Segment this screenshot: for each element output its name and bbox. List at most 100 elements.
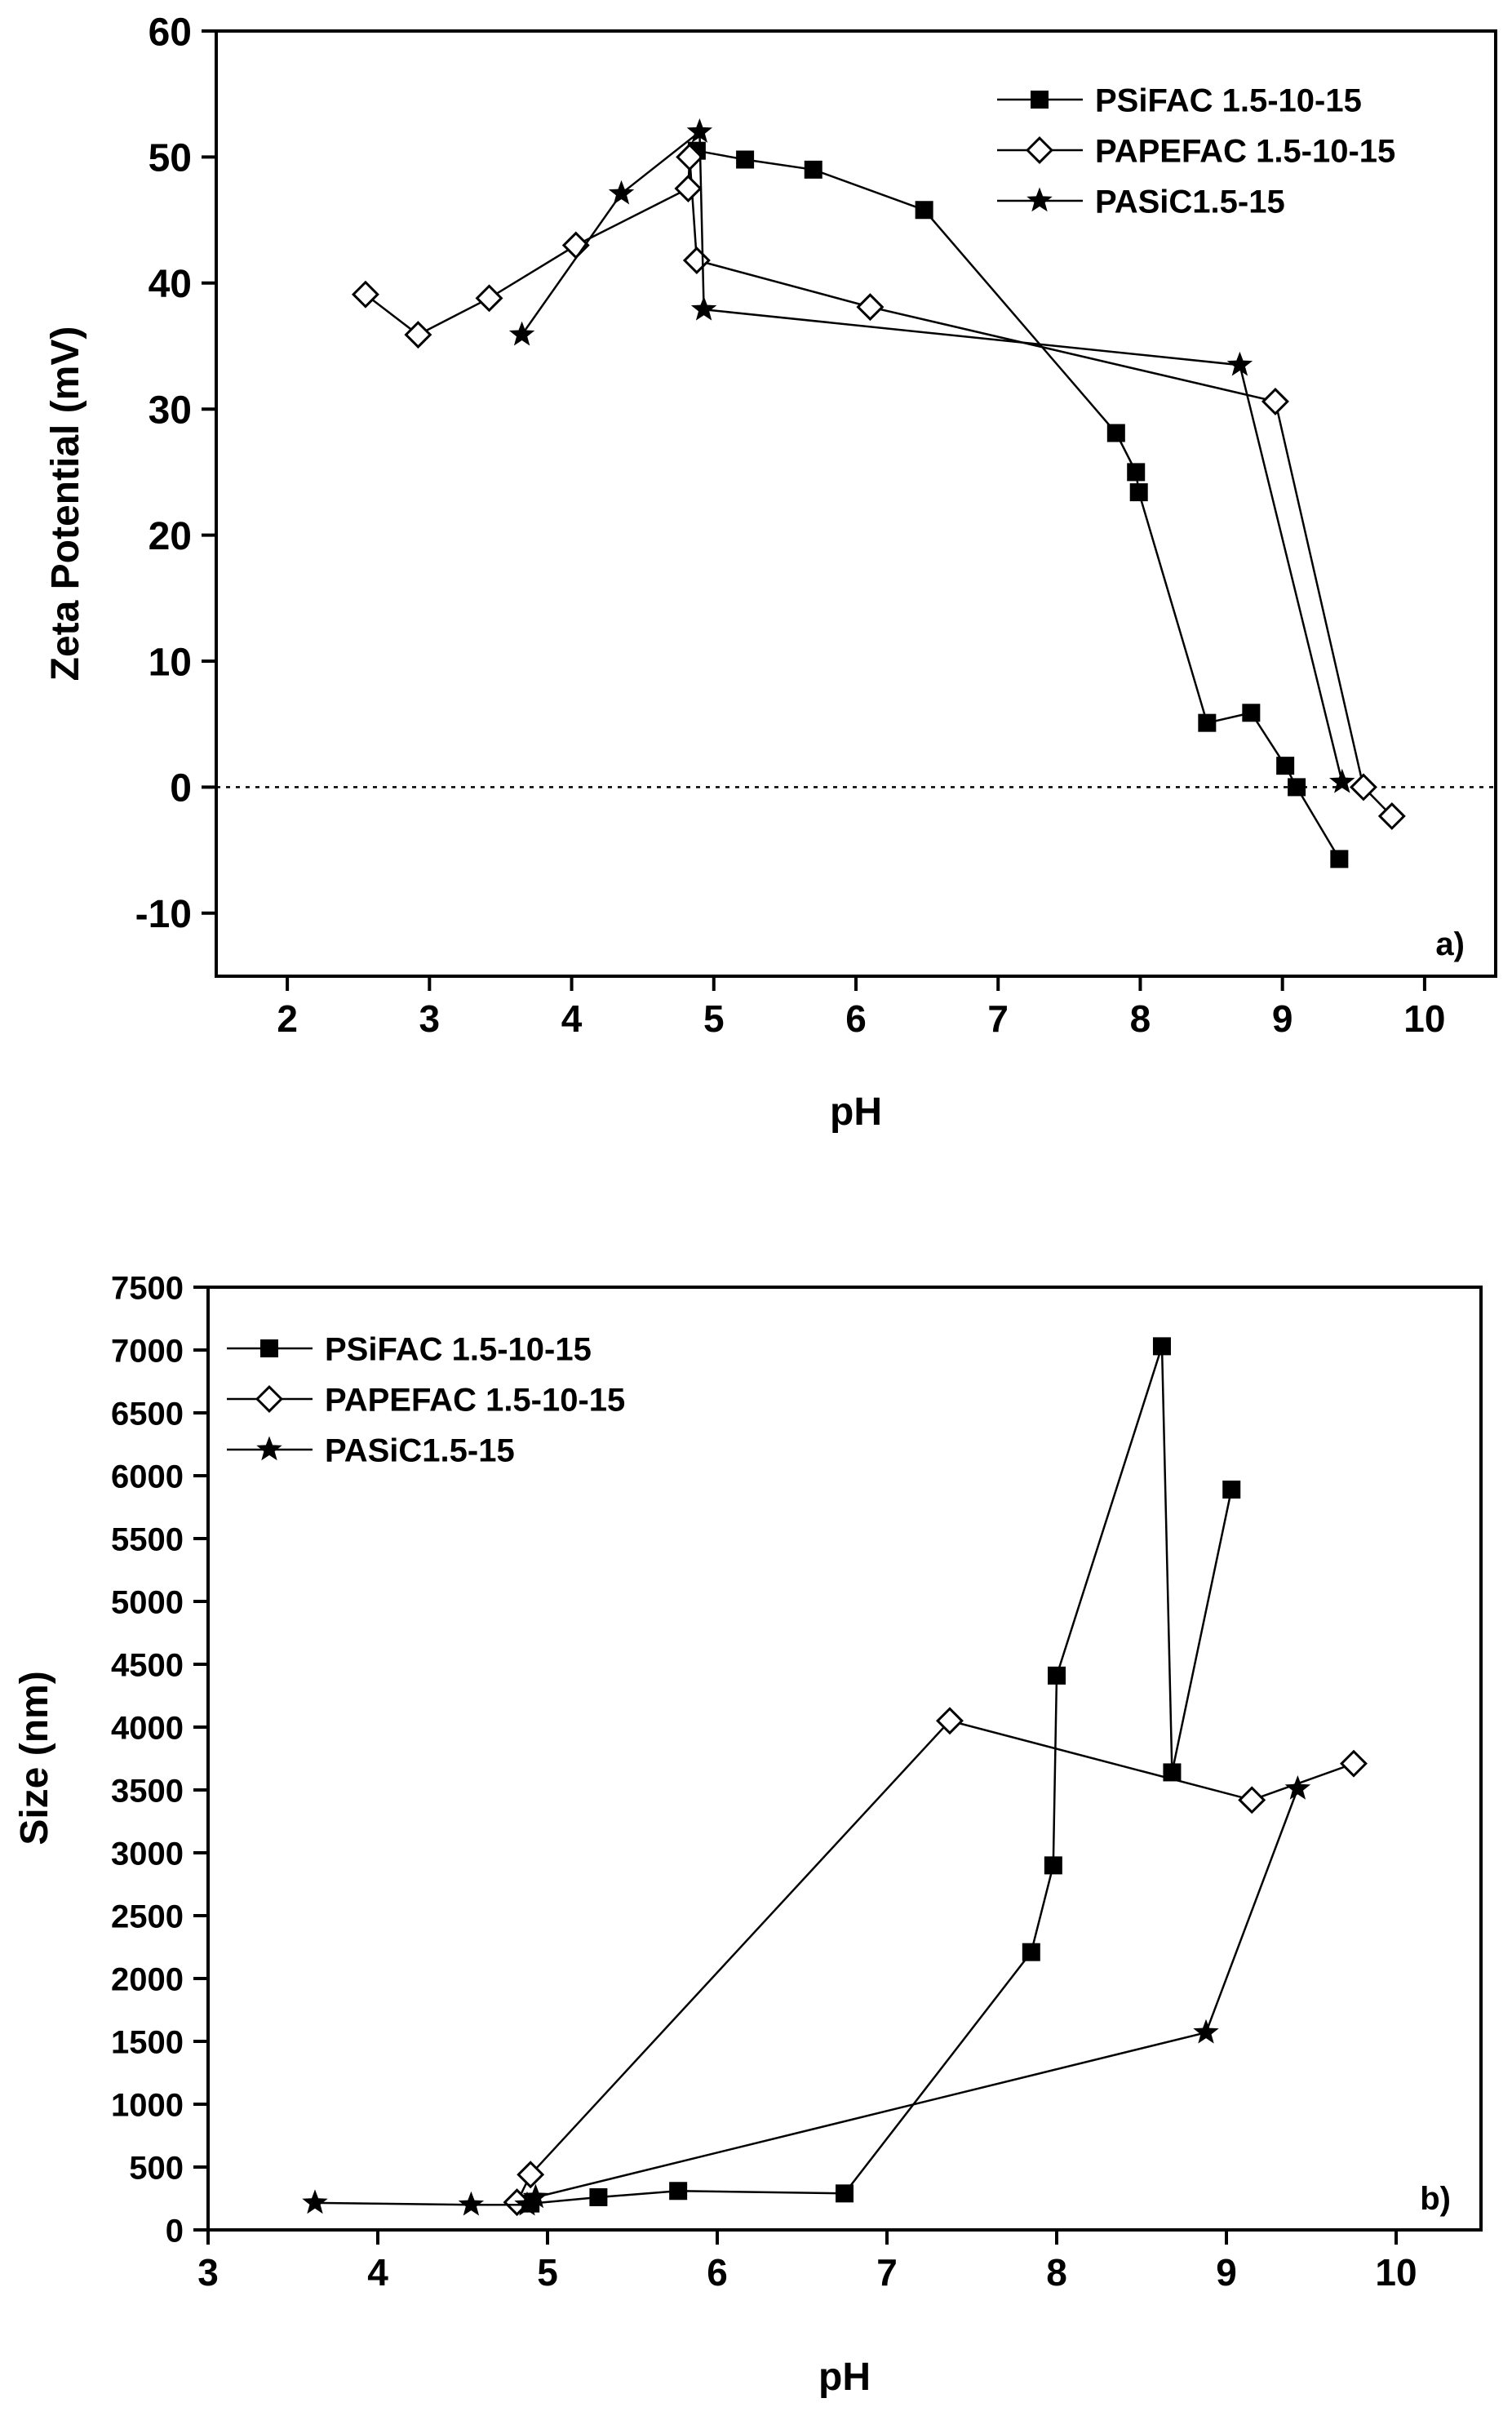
x-tick-label: 8 — [1046, 2251, 1067, 2294]
x-tick-label: 9 — [1216, 2251, 1237, 2294]
legend-label: PSiFAC 1.5-10-15 — [1095, 82, 1362, 118]
data-point — [1163, 1763, 1182, 1782]
legend-b: PSiFAC 1.5-10-15 PAPEFAC 1.5-10-15 PASiC1.… — [227, 1331, 625, 1468]
x-tick-label: 8 — [1130, 997, 1151, 1040]
series-papefac-1-5-10-15 — [503, 1707, 1368, 2217]
data-point — [1048, 1666, 1066, 1685]
y-tick-label: 1000 — [111, 2087, 184, 2123]
data-point — [1350, 773, 1377, 802]
data-point — [804, 160, 823, 179]
legend-label: PASiC1.5-15 — [325, 1432, 515, 1468]
data-point — [1276, 757, 1295, 775]
series-papefac-1-5-10-15 — [351, 143, 1406, 830]
x-axis-title-a: pH — [830, 1090, 882, 1134]
x-axis-ticks-b: 3 4 5 6 7 8 9 10 — [197, 2230, 1417, 2294]
data-point — [1127, 463, 1146, 482]
x-tick-label: 5 — [537, 2251, 558, 2294]
legend-marker — [255, 1385, 283, 1413]
legend-marker — [1026, 187, 1053, 212]
series-line — [696, 149, 1341, 860]
series-pasic1-5-15 — [302, 1775, 1311, 2216]
y-tick-label: 50 — [149, 137, 192, 180]
y-axis-title-b: Size (nm) — [13, 1671, 56, 1845]
data-point — [915, 201, 933, 220]
data-point — [1288, 778, 1306, 797]
data-point — [669, 2182, 688, 2201]
y-axis-ticks-b: 0 500 1000 1500 2000 2500 3000 3500 4000 4500 5000… — [111, 1270, 208, 2249]
series-psifac-1-5-10-15 — [687, 141, 1349, 868]
panel-label-b: b) — [1420, 2181, 1451, 2217]
x-axis-ticks-a: 2 3 4 5 6 7 8 9 10 — [277, 976, 1445, 1040]
data-point — [935, 1707, 964, 1735]
legend-marker — [256, 1436, 282, 1461]
data-point — [1340, 1749, 1368, 1778]
legend-label: PSiFAC 1.5-10-15 — [325, 1331, 592, 1367]
data-point — [1022, 1943, 1040, 1961]
y-tick-label: 5000 — [111, 1584, 184, 1620]
data-point — [1377, 802, 1406, 830]
y-tick-label: 4500 — [111, 1647, 184, 1683]
y-tick-label: 5500 — [111, 1521, 184, 1557]
series-pasic1-5-15 — [508, 118, 1355, 793]
y-tick-label: 6500 — [111, 1396, 184, 1432]
legend-item-psifac-1-5-10-15: PSiFAC 1.5-10-15 — [227, 1331, 592, 1367]
x-tick-label: 3 — [419, 997, 441, 1040]
x-tick-label: 6 — [707, 2251, 728, 2294]
data-point — [458, 2191, 485, 2216]
data-point — [1152, 1337, 1171, 1356]
legend-marker — [1026, 136, 1053, 164]
data-point — [351, 280, 379, 309]
y-tick-label: -10 — [135, 893, 192, 936]
data-point — [475, 284, 503, 313]
x-tick-label: 2 — [277, 997, 298, 1040]
series-psifac-1-5-10-15 — [521, 1337, 1241, 2213]
data-point — [517, 2161, 545, 2189]
data-point — [674, 175, 703, 202]
data-point — [1106, 424, 1125, 442]
y-tick-label: 4000 — [111, 1710, 184, 1746]
y-tick-label: 30 — [149, 389, 192, 432]
data-point — [1222, 1480, 1241, 1499]
legend-item-pasic1-5-15: PASiC1.5-15 — [997, 184, 1285, 220]
data-point — [1044, 1856, 1062, 1875]
series-line — [516, 1719, 1355, 2203]
legend-label: PAPEFAC 1.5-10-15 — [325, 1382, 625, 1418]
y-tick-label: 6000 — [111, 1459, 184, 1494]
legend-label: PAPEFAC 1.5-10-15 — [1095, 133, 1395, 169]
y-tick-label: 3500 — [111, 1773, 184, 1809]
data-point — [1330, 850, 1349, 868]
data-point — [676, 143, 704, 171]
data-point — [836, 2184, 854, 2203]
y-axis-title-a: Zeta Potential (mV) — [44, 326, 87, 682]
data-point — [608, 180, 635, 205]
series-group-a — [351, 118, 1406, 868]
legend-item-pasic1-5-15: PASiC1.5-15 — [227, 1432, 515, 1468]
data-point — [522, 2183, 549, 2209]
y-tick-label: 60 — [149, 11, 192, 54]
y-tick-label: 2000 — [111, 1961, 184, 1997]
data-point — [1238, 1786, 1266, 1814]
data-point — [1198, 713, 1217, 732]
data-point — [404, 321, 432, 349]
data-point — [1284, 1775, 1311, 1800]
series-line — [365, 157, 1393, 817]
x-tick-label: 7 — [987, 997, 1009, 1040]
x-tick-label: 5 — [703, 997, 725, 1040]
x-tick-label: 10 — [1403, 997, 1445, 1040]
data-point — [682, 246, 711, 274]
data-point — [589, 2187, 608, 2206]
legend-item-papefac-1-5-10-15: PAPEFAC 1.5-10-15 — [227, 1382, 625, 1418]
legend-marker — [260, 1339, 278, 1357]
y-tick-label: 7000 — [111, 1333, 184, 1369]
y-tick-label: 10 — [149, 641, 192, 684]
x-tick-label: 6 — [845, 997, 867, 1040]
data-point — [514, 2191, 540, 2216]
plot-frame-a — [215, 29, 1497, 978]
data-point — [302, 2189, 328, 2214]
panel-a-zeta-potential: -10 0 10 20 30 40 50 60 2 3 4 5 6 7 8 9 10 PSiFAC 1.5-1… — [44, 11, 1497, 1134]
data-point — [1261, 387, 1289, 415]
data-point — [1226, 351, 1253, 376]
y-tick-label: 0 — [170, 767, 192, 811]
data-point — [1193, 2019, 1219, 2044]
legend-item-psifac-1-5-10-15: PSiFAC 1.5-10-15 — [997, 82, 1362, 118]
